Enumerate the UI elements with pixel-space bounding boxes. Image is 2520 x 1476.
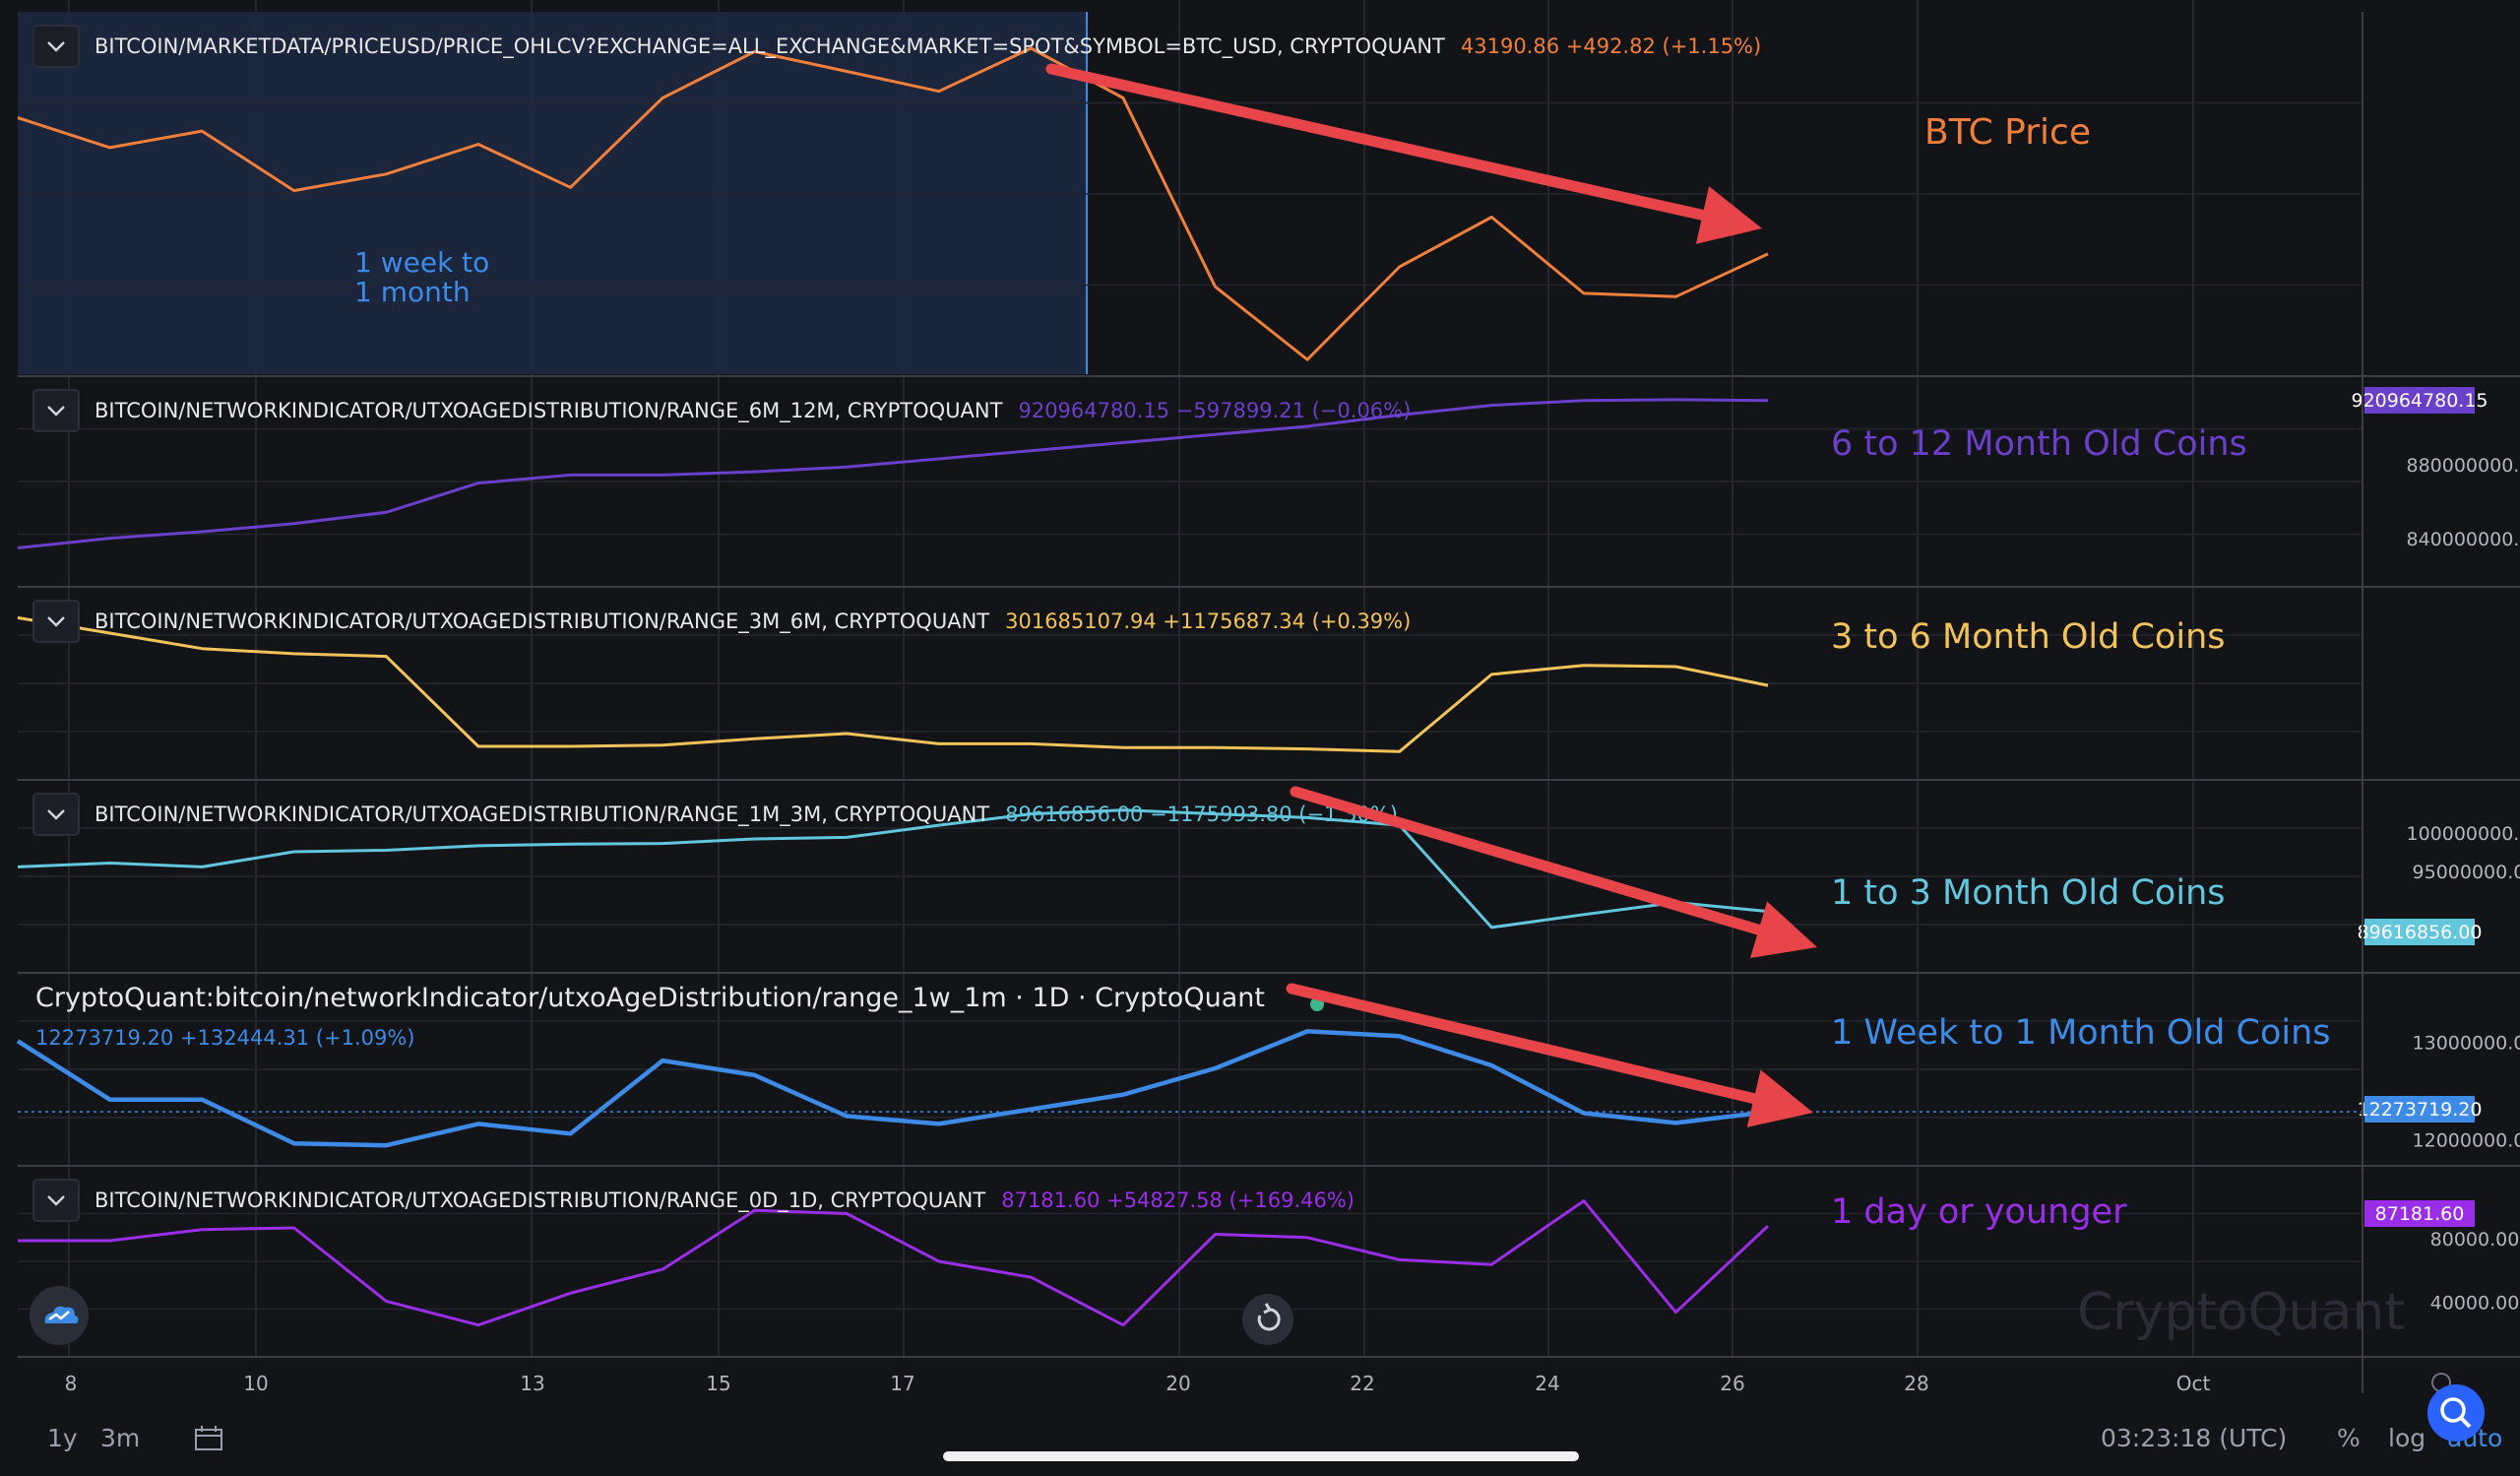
- y-axis-tick-label: 12000000.00: [2413, 1129, 2520, 1151]
- m1-3-trend-arrow-head: [1750, 901, 1817, 959]
- panel-header-title: BITCOIN/NETWORKINDICATOR/UTXOAGEDISTRIBU…: [94, 610, 989, 634]
- x-axis-tick-label: 15: [706, 1372, 730, 1395]
- x-axis-tick-label: 17: [890, 1372, 914, 1395]
- m1-3-trend-arrow-shaft: [1290, 786, 1765, 935]
- collapse-button: [32, 793, 80, 836]
- x-axis-tick-label: 24: [1535, 1372, 1559, 1395]
- series-line: [16, 1029, 1769, 1148]
- chevron-down-icon: [47, 616, 65, 627]
- last-value-label: 89616856.00: [2358, 922, 2483, 943]
- collapse-button: [32, 25, 80, 68]
- last-value-label: 920964780.15: [2351, 390, 2488, 412]
- y-axis-tick-label: 880000000.00: [2406, 455, 2520, 477]
- highlight-label: 1 week to: [354, 246, 489, 279]
- search-button[interactable]: [2427, 1384, 2485, 1442]
- y-axis-tick-label: 840000000.00: [2406, 529, 2520, 550]
- range-1y-button[interactable]: 1y: [47, 1424, 78, 1452]
- range-3m-button[interactable]: 3m: [100, 1424, 141, 1452]
- cloud-logo-icon: [44, 1306, 79, 1323]
- series-annotation: BTC Price: [1924, 112, 2091, 153]
- cryptoquant-logo-button[interactable]: [30, 1286, 89, 1345]
- chevron-down-icon: [47, 41, 65, 52]
- y-axis-tick-label: 80000.00: [2430, 1229, 2520, 1251]
- bottom-toolbar: [0, 1393, 2520, 1476]
- series-line: [17, 398, 1769, 549]
- panel-header-title: BITCOIN/NETWORKINDICATOR/UTXOAGEDISTRIBU…: [94, 1188, 985, 1213]
- refresh-icon: [1257, 1303, 1281, 1331]
- series-annotation: 3 to 6 Month Old Coins: [1831, 617, 2225, 657]
- series-line: [17, 808, 1769, 930]
- collapse-button: [32, 600, 80, 643]
- x-axis-tick-label: 22: [1350, 1372, 1374, 1395]
- y-axis-tick-label: 100000000.00: [2406, 823, 2520, 845]
- utc-clock: 03:23:18 (UTC): [2101, 1424, 2288, 1452]
- x-axis-tick-label: 28: [1904, 1372, 1928, 1395]
- home-indicator: [943, 1451, 1579, 1461]
- panel-header-title: CryptoQuant:bitcoin/networkIndicator/utx…: [35, 983, 1265, 1013]
- panel-header-value: 12273719.20 +132444.31 (+1.09%): [35, 1026, 415, 1050]
- y-axis-tick-label: 95000000.00: [2413, 862, 2520, 883]
- panel-header-value: 920964780.15 −597899.21 (−0.06%): [1018, 399, 1411, 422]
- panel-header-title: BITCOIN/NETWORKINDICATOR/UTXOAGEDISTRIBU…: [94, 802, 989, 827]
- last-value-label: 87181.60: [2375, 1203, 2465, 1225]
- panel-header-title: BITCOIN/NETWORKINDICATOR/UTXOAGEDISTRIBU…: [94, 399, 1003, 423]
- price-trend-arrow-head: [1695, 186, 1762, 244]
- highlight-region: [18, 12, 1087, 374]
- chevron-down-icon: [47, 406, 65, 417]
- collapse-button: [32, 389, 80, 432]
- x-axis-tick-label: 8: [65, 1372, 78, 1395]
- series-annotation: 1 to 3 Month Old Coins: [1831, 873, 2225, 913]
- panel-header-value: 301685107.94 +1175687.34 (+0.39%): [1005, 610, 1411, 633]
- panel-header-value: 43190.86 +492.82 (+1.15%): [1461, 34, 1761, 58]
- w1-1m-trend-arrow-head: [1746, 1069, 1813, 1127]
- panel-header-title: BITCOIN/MARKETDATA/PRICEUSD/PRICE_OHLCV?…: [94, 34, 1445, 59]
- reset-chart-button[interactable]: [1242, 1294, 1293, 1345]
- series-line: [17, 615, 1769, 753]
- watermark: CryptoQuant: [2077, 1283, 2405, 1342]
- x-axis-tick-label: 10: [243, 1372, 268, 1395]
- y-axis-tick-label: 13000000.00: [2413, 1032, 2520, 1054]
- x-axis-tick-label: 13: [520, 1372, 544, 1395]
- y-axis-tick-label: 40000.00: [2430, 1292, 2520, 1314]
- series-annotation: 1 Week to 1 Month Old Coins: [1831, 1013, 2331, 1053]
- percent-scale-toggle[interactable]: %: [2337, 1424, 2361, 1452]
- price-trend-arrow-shaft: [1045, 63, 1709, 221]
- x-axis-tick-label: Oct: [2176, 1372, 2211, 1395]
- last-value-badge: [2364, 1096, 2475, 1123]
- series-annotation: 1 day or younger: [1831, 1192, 2127, 1232]
- highlight-label: 1 month: [354, 276, 471, 308]
- chevron-down-icon: [47, 1195, 65, 1206]
- date-range-icon[interactable]: [193, 1424, 226, 1459]
- series-line: [18, 1199, 1770, 1327]
- last-value-label: 12273719.20: [2358, 1099, 2483, 1121]
- collapse-button: [32, 1179, 80, 1222]
- panel-header-value: 87181.60 +54827.58 (+169.46%): [1001, 1188, 1354, 1212]
- chevron-down-icon: [47, 809, 65, 820]
- w1-1m-trend-arrow-shaft: [1286, 983, 1760, 1105]
- series-line: [17, 46, 1769, 361]
- x-axis-tick-label: 26: [1720, 1372, 1744, 1395]
- x-axis-tick-label: 20: [1166, 1372, 1190, 1395]
- log-scale-toggle[interactable]: log: [2388, 1424, 2426, 1452]
- last-value-badge: [2364, 1200, 2475, 1227]
- last-value-badge: [2364, 387, 2475, 414]
- search-icon: [2440, 1397, 2472, 1429]
- last-value-badge: [2364, 919, 2475, 945]
- series-annotation: 6 to 12 Month Old Coins: [1831, 424, 2247, 464]
